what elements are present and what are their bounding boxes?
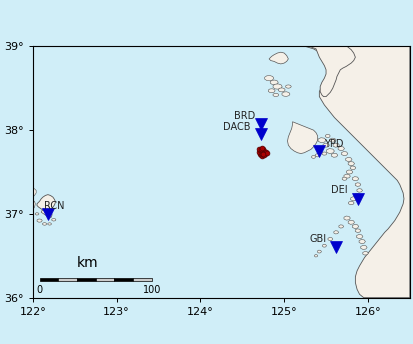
Bar	[58, 278, 77, 281]
Polygon shape	[314, 255, 317, 257]
Text: 0: 0	[36, 285, 43, 295]
Point	[258, 151, 264, 156]
Polygon shape	[33, 201, 35, 210]
Text: RCN: RCN	[44, 201, 64, 211]
Polygon shape	[345, 158, 351, 161]
Polygon shape	[264, 76, 273, 81]
Point	[257, 146, 263, 151]
Polygon shape	[47, 223, 51, 225]
Bar	[39, 278, 58, 281]
Point	[257, 152, 263, 158]
Polygon shape	[342, 177, 346, 180]
Polygon shape	[360, 245, 366, 249]
Polygon shape	[317, 138, 325, 143]
Bar	[133, 278, 152, 281]
Polygon shape	[287, 122, 317, 153]
Polygon shape	[315, 154, 319, 157]
Text: YPD: YPD	[324, 139, 343, 149]
Polygon shape	[326, 149, 334, 153]
Polygon shape	[52, 218, 56, 221]
Polygon shape	[354, 229, 360, 233]
Point	[259, 149, 265, 155]
Polygon shape	[341, 151, 347, 155]
Polygon shape	[322, 143, 329, 147]
Polygon shape	[321, 152, 326, 155]
Point	[259, 150, 266, 155]
Polygon shape	[309, 46, 354, 97]
Point	[259, 153, 265, 159]
Polygon shape	[332, 143, 339, 147]
Text: BRD: BRD	[233, 111, 254, 121]
Polygon shape	[268, 89, 275, 93]
Polygon shape	[354, 183, 360, 186]
Point	[255, 149, 262, 155]
Polygon shape	[346, 170, 352, 174]
Bar	[77, 278, 95, 281]
Polygon shape	[337, 147, 344, 151]
Polygon shape	[351, 177, 358, 181]
Text: DEI: DEI	[330, 185, 347, 195]
Polygon shape	[358, 239, 365, 244]
Polygon shape	[347, 220, 354, 224]
Polygon shape	[278, 88, 285, 92]
Polygon shape	[325, 135, 330, 138]
Point	[262, 149, 268, 155]
Polygon shape	[270, 80, 278, 85]
Polygon shape	[317, 250, 320, 253]
Polygon shape	[268, 52, 288, 64]
Point	[263, 150, 269, 155]
Polygon shape	[285, 85, 291, 88]
Polygon shape	[281, 92, 289, 96]
Bar	[114, 278, 133, 281]
Polygon shape	[350, 197, 356, 201]
Polygon shape	[362, 251, 368, 255]
Point	[260, 148, 267, 154]
Polygon shape	[322, 244, 326, 247]
Point	[261, 151, 268, 156]
Polygon shape	[304, 46, 409, 298]
Polygon shape	[343, 174, 349, 178]
Polygon shape	[37, 195, 55, 211]
Point	[255, 147, 262, 152]
Polygon shape	[338, 225, 343, 228]
Polygon shape	[356, 235, 362, 238]
Polygon shape	[348, 201, 353, 205]
Polygon shape	[35, 213, 39, 215]
Polygon shape	[37, 219, 42, 222]
Point	[260, 152, 267, 158]
Polygon shape	[33, 189, 36, 197]
Point	[259, 152, 266, 157]
Polygon shape	[331, 153, 337, 157]
Polygon shape	[347, 162, 354, 166]
Polygon shape	[351, 224, 358, 228]
Text: 100: 100	[142, 285, 161, 295]
Polygon shape	[343, 216, 349, 220]
Polygon shape	[353, 193, 360, 197]
Polygon shape	[327, 237, 332, 241]
Point	[257, 150, 263, 155]
Point	[259, 147, 266, 152]
Text: DACB: DACB	[223, 122, 250, 132]
Bar	[95, 278, 114, 281]
Text: GBI: GBI	[309, 234, 325, 244]
Polygon shape	[311, 155, 315, 158]
Polygon shape	[272, 93, 278, 97]
Point	[256, 152, 263, 157]
Point	[258, 148, 264, 153]
Polygon shape	[349, 166, 355, 170]
Polygon shape	[356, 189, 362, 192]
Point	[256, 148, 263, 153]
Polygon shape	[333, 231, 338, 234]
Point	[258, 145, 264, 150]
Polygon shape	[273, 84, 282, 89]
Polygon shape	[43, 223, 47, 225]
Polygon shape	[41, 210, 52, 218]
Polygon shape	[329, 138, 335, 142]
Text: km: km	[76, 256, 98, 270]
